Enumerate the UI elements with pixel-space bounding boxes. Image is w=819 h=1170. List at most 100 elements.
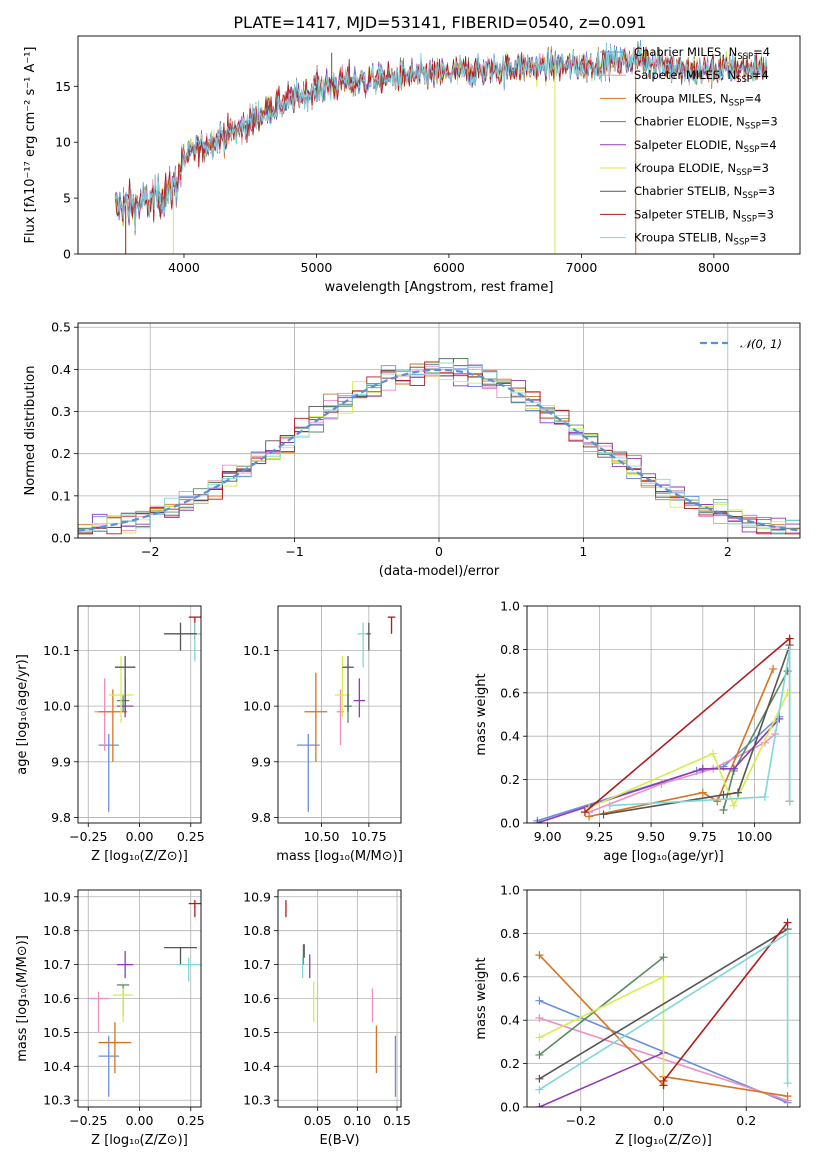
residuals-xtick-label: −1 — [285, 544, 303, 559]
weight_vs_z-ytick-label: 0.4 — [500, 1013, 520, 1028]
weight-marker — [585, 812, 594, 821]
residuals-ylabel: Normed distribution — [23, 366, 38, 496]
spectrum-xtick-label: 4000 — [168, 260, 200, 275]
weight_vs_z-ytick-label: 0.0 — [500, 1100, 520, 1115]
weight_vs_z-frame — [526, 889, 801, 1108]
residuals-ytick-label: 0.4 — [51, 362, 71, 377]
weight-marker — [713, 797, 722, 806]
residuals-frame — [77, 322, 801, 539]
weight-marker — [783, 929, 792, 938]
mass_vs_ebv-ytick-label: 10.8 — [243, 923, 271, 938]
weight_vs_age-xtick-label: 9.50 — [637, 829, 665, 844]
weight-marker — [733, 788, 742, 797]
spectrum-legend: Chabrier MILES, NSSP=4 Salpeter MILES, NS… — [600, 45, 778, 248]
weight-marker — [698, 764, 707, 773]
age_vs_z-ytick-label: 10.1 — [43, 643, 71, 658]
spectrum-ytick-label: 15 — [55, 79, 71, 94]
legend-label: Salpeter MILES, NSSP=4 — [634, 68, 769, 85]
weight-marker — [719, 790, 728, 799]
spectrum-line — [114, 43, 768, 232]
mass_vs_z-xtick-label: −0.25 — [69, 1113, 107, 1128]
weight_vs_age-xtick-label: 10.00 — [737, 829, 773, 844]
weight-marker — [535, 996, 544, 1005]
weight_vs_z-ytick-label: 0.6 — [500, 969, 520, 984]
weight-marker — [785, 645, 794, 654]
weight-marker — [599, 810, 608, 819]
weight_vs_age-panel: 9.00 9.25 9.50 9.75 10.00 0.0 0.2 0.4 0.6 0.8 1.0 a… — [474, 599, 801, 864]
mass_vs_ebv-xtick-label: 0.10 — [343, 1113, 371, 1128]
mass_vs_z-ytick-label: 10.6 — [43, 991, 71, 1006]
mass_vs_z-xtick-label: 0.25 — [177, 1113, 205, 1128]
weight_vs_age-ytick-label: 0.8 — [500, 642, 520, 657]
weight_vs_age-xtick-label: 9.75 — [689, 829, 717, 844]
weight-marker — [535, 1033, 544, 1042]
weight-marker — [785, 634, 794, 643]
legend-label: Salpeter ELODIE, NSSP=4 — [634, 138, 777, 155]
weight-marker — [760, 792, 769, 801]
mass_vs_z-ytick-label: 10.9 — [43, 889, 71, 904]
normal-curve — [78, 368, 800, 532]
weight-line — [588, 692, 789, 809]
spectrum-xtick-label: 6000 — [433, 260, 465, 275]
mass_vs_ebv-plot — [278, 890, 401, 1107]
weight_vs_age-xlabel: age [log₁₀(age/yr)] — [603, 849, 724, 864]
age_vs_z-plot — [78, 606, 201, 823]
age_vs_z-xtick-label: 0.00 — [126, 829, 154, 844]
legend-label: Salpeter STELIB, NSSP=3 — [634, 207, 774, 224]
weight-marker — [698, 788, 707, 797]
spectrum-xlabel: wavelength [Angstrom, rest frame] — [325, 280, 554, 295]
spectrum-ytick-label: 5 — [63, 191, 71, 206]
figure-title: PLATE=1417, MJD=53141, FIBERID=0540, z=0… — [233, 13, 646, 32]
weight_vs_age-ytick-label: 0.6 — [500, 685, 520, 700]
weight_vs_z-ylabel: mass weight — [474, 957, 489, 1039]
age_vs_z-xlabel: Z [log₁₀(Z/Z⊙)] — [91, 849, 188, 864]
residuals-panel: −2 −1 0 1 2 0.0 0.1 0.2 0.3 0.4 0.5 (data-model)/er… — [23, 320, 801, 579]
weight-marker — [535, 1074, 544, 1083]
residuals-xtick-label: 2 — [724, 544, 732, 559]
weight-marker — [785, 797, 794, 806]
weight-marker — [605, 801, 614, 810]
weight-line — [662, 922, 789, 1086]
mass_vs_ebv-ytick-label: 10.6 — [243, 991, 271, 1006]
weight_vs_age-xtick-label: 9.00 — [534, 829, 562, 844]
legend-label: Chabrier ELODIE, NSSP=3 — [634, 115, 778, 132]
weight-marker — [659, 972, 668, 981]
weight-marker — [769, 664, 778, 673]
mass_vs_ebv-panel: 0.05 0.10 0.15 10.3 10.4 10.5 10.6 10.7 10.8 10.9… — [243, 889, 411, 1148]
weight_vs_z-panel: −0.2 0.0 0.2 0.0 0.2 0.4 0.6 0.8 1.0 Z [log₁₀(Z/Z… — [474, 883, 801, 1148]
weight_vs_z-ytick-label: 0.8 — [500, 926, 520, 941]
mass_vs_z-ytick-label: 10.7 — [43, 957, 71, 972]
spectrum-plot — [114, 40, 768, 254]
weight-marker — [719, 805, 728, 814]
weight-line — [539, 975, 665, 1086]
mass_vs_z-xtick-label: 0.00 — [126, 1113, 154, 1128]
mass_vs_ebv-xlabel: E(B-V) — [319, 1133, 359, 1148]
mass_vs_z-ytick-label: 10.8 — [43, 923, 71, 938]
age_vs_z-frame — [77, 605, 202, 824]
age_vs_z-ytick-label: 9.8 — [51, 810, 71, 825]
weight-line — [603, 644, 791, 816]
spectrum-xtick-label: 5000 — [301, 260, 333, 275]
legend-label: Chabrier MILES, NSSP=4 — [634, 45, 770, 62]
weight_vs_age-ytick-label: 0.0 — [500, 816, 520, 831]
weight_vs_z-plot — [527, 890, 800, 1107]
mass_vs_ebv-frame — [277, 889, 402, 1108]
spectrum-frame — [77, 35, 801, 255]
spectrum-ylabel: Flux [fλ10⁻¹⁷ erg cm⁻² s⁻¹ A⁻¹] — [23, 47, 38, 244]
weight-marker — [659, 953, 668, 962]
weight-marker — [729, 801, 738, 810]
mass_vs_ebv-xtick-label: 0.05 — [304, 1113, 332, 1128]
age_vs_mass-panel: 10.50 10.75 9.8 9.9 10.0 10.1 mass [log₁₀(M/M⊙… — [243, 605, 403, 864]
age_vs_mass-plot — [278, 606, 401, 823]
legend-label: Kroupa STELIB, NSSP=3 — [634, 231, 766, 248]
age_vs_mass-ytick-label: 10.1 — [243, 643, 271, 658]
mass_vs_ebv-ytick-label: 10.5 — [243, 1025, 271, 1040]
weight-marker — [535, 1103, 544, 1107]
weight_vs_age-ytick-label: 0.4 — [500, 729, 520, 744]
weight-marker — [535, 951, 544, 960]
weight_vs_age-ytick-label: 1.0 — [500, 599, 520, 614]
legend-label: Kroupa ELODIE, NSSP=3 — [634, 161, 769, 178]
mass_vs_ebv-ytick-label: 10.3 — [243, 1093, 271, 1108]
residuals-ytick-label: 0.0 — [51, 531, 71, 546]
